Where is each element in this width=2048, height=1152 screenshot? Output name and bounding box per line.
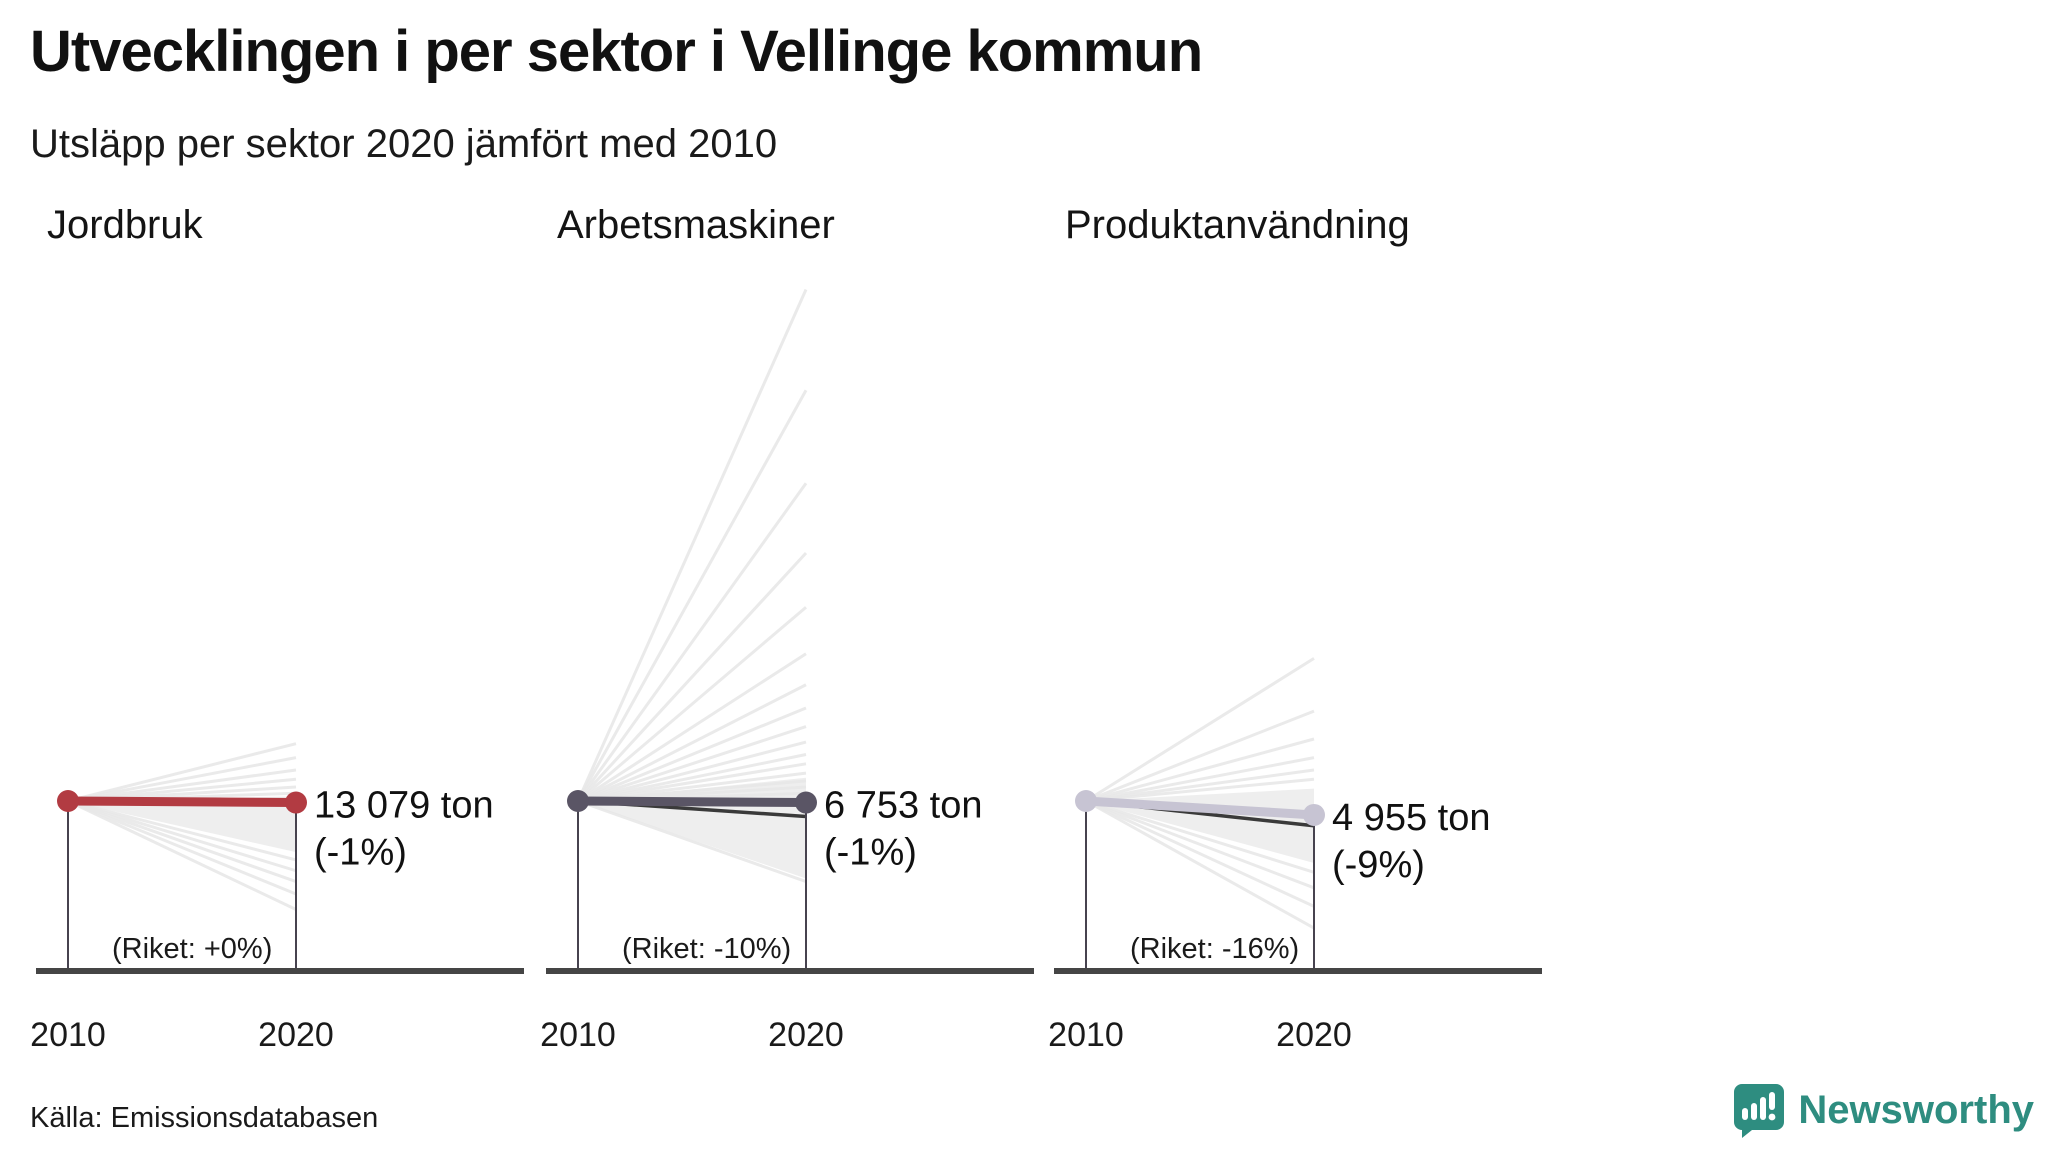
brand-name: Newsworthy [1798, 1087, 2034, 1132]
national-change-label: (Riket: +0%) [112, 933, 272, 965]
background-municipality-lines [67, 742, 297, 911]
slope-chart-svg: (Riket: -16%) 2010 2020 4 955 ton (-9%) [1048, 657, 1542, 1054]
municipal-trend-line [63, 796, 301, 808]
background-line [1085, 756, 1315, 803]
national-change-label: (Riket: -16%) [1130, 933, 1299, 965]
background-line [577, 725, 807, 803]
x-tick-2020: 2020 [258, 1016, 334, 1054]
value-label: 13 079 ton [314, 785, 494, 827]
bar-1 [1742, 1108, 1749, 1120]
background-line [1085, 737, 1315, 803]
page-title: Utvecklingen i per sektor i Vellinge kom… [30, 19, 1203, 84]
pct-change-label: (-9%) [1332, 844, 1425, 886]
slope-chart-svg: (Riket: -10%) 2010 2020 6 753 ton (-1%) [540, 288, 1034, 1054]
background-line [1085, 799, 1315, 930]
exclamation-dot [1768, 1113, 1776, 1121]
data-point-2020 [285, 791, 307, 814]
background-line [67, 742, 297, 803]
page-subtitle: Utsläpp per sektor 2020 jämfört med 2010 [30, 122, 778, 166]
background-line [1085, 657, 1315, 803]
background-line [576, 389, 808, 802]
sector-title: Arbetsmaskiner [557, 203, 835, 247]
background-line [577, 799, 807, 884]
pct-change-label: (-1%) [314, 832, 407, 874]
value-label: 6 753 ton [824, 785, 982, 827]
background-line [577, 753, 807, 803]
municipal-trend-line [1081, 796, 1319, 820]
sector-chart-arbetsmaskiner: Arbetsmaskiner (Riket: -10%) 2010 2020 6… [540, 196, 1060, 1076]
data-point-2020 [1303, 803, 1325, 826]
brand-lockup: Newsworthy [1732, 1082, 2034, 1138]
background-line [1085, 799, 1315, 908]
background-line [576, 288, 808, 802]
background-line [67, 799, 297, 884]
background-line [576, 482, 808, 802]
background-line [577, 683, 807, 803]
background-line [1085, 799, 1315, 890]
sector-title: Produktanvändning [1065, 203, 1410, 247]
background-line [67, 756, 297, 803]
data-point-2010 [1075, 790, 1097, 812]
background-line [67, 799, 297, 862]
background-line [577, 740, 807, 803]
pct-change-label: (-1%) [824, 832, 917, 874]
source-credit: Källa: Emissionsdatabasen [30, 1102, 379, 1134]
data-point-2020 [795, 791, 817, 814]
data-point-2010 [567, 790, 589, 812]
background-line [1085, 777, 1315, 803]
sector-title: Jordbruk [47, 203, 203, 247]
x-tick-2010: 2010 [1048, 1016, 1124, 1054]
background-municipality-lines [576, 288, 808, 884]
x-tick-2010: 2010 [540, 1016, 616, 1054]
background-line [1085, 799, 1315, 874]
slope-chart-svg: (Riket: +0%) 2010 2020 13 079 ton (-1%) [30, 742, 524, 1054]
national-change-label: (Riket: -10%) [622, 933, 791, 965]
background-line [1085, 768, 1315, 803]
x-tick-2020: 2020 [1276, 1016, 1352, 1054]
background-line [577, 606, 807, 803]
newsworthy-logo-icon [1734, 1084, 1785, 1138]
background-line [67, 799, 297, 873]
background-line [577, 706, 807, 803]
sector-chart-produktanvandning: Produktanvändning (Riket: -16%) 2010 202… [1048, 196, 1568, 1076]
value-label: 4 955 ton [1332, 797, 1490, 839]
background-line [577, 652, 807, 803]
exclamation-bar [1769, 1092, 1776, 1110]
background-wedge [68, 796, 296, 853]
bar-3 [1760, 1097, 1767, 1120]
background-line [576, 551, 808, 803]
bar-2 [1751, 1103, 1758, 1120]
municipal-trend-line [573, 796, 811, 808]
background-line [67, 799, 297, 896]
background-line [577, 762, 807, 803]
background-line [1085, 709, 1315, 803]
data-point-2010 [57, 790, 79, 812]
background-municipality-lines [1085, 657, 1315, 930]
x-tick-2010: 2010 [30, 1016, 106, 1054]
background-line [67, 799, 297, 911]
speech-bubble-shape [1734, 1084, 1785, 1138]
background-line [67, 768, 297, 803]
x-tick-2020: 2020 [768, 1016, 844, 1054]
sector-chart-jordbruk: Jordbruk (Riket: +0%) 2010 2020 13 079 t… [30, 196, 550, 1076]
